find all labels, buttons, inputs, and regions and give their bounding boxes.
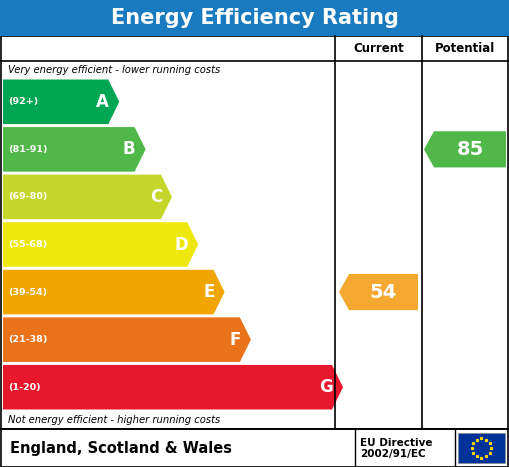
- Polygon shape: [424, 131, 506, 168]
- Text: B: B: [123, 141, 135, 158]
- Bar: [458, 433, 505, 463]
- Text: F: F: [230, 331, 241, 349]
- Bar: [1, 429, 508, 467]
- Text: D: D: [175, 235, 188, 254]
- Text: C: C: [150, 188, 162, 206]
- Text: Very energy efficient - lower running costs: Very energy efficient - lower running co…: [8, 65, 220, 75]
- Text: 54: 54: [370, 283, 397, 302]
- Text: Energy Efficiency Rating: Energy Efficiency Rating: [110, 8, 399, 28]
- Text: (55-68): (55-68): [8, 240, 47, 249]
- Text: (21-38): (21-38): [8, 335, 47, 344]
- Polygon shape: [3, 270, 224, 314]
- Text: (81-91): (81-91): [8, 145, 47, 154]
- Polygon shape: [3, 175, 172, 219]
- Text: EU Directive: EU Directive: [360, 438, 433, 448]
- Polygon shape: [3, 79, 119, 124]
- Text: (92+): (92+): [8, 97, 38, 106]
- Polygon shape: [3, 222, 198, 267]
- Text: Potential: Potential: [435, 42, 496, 55]
- Polygon shape: [3, 318, 251, 362]
- Bar: [1, 36, 508, 429]
- Text: A: A: [96, 93, 109, 111]
- Text: Current: Current: [353, 42, 404, 55]
- Text: E: E: [203, 283, 215, 301]
- Text: England, Scotland & Wales: England, Scotland & Wales: [10, 440, 232, 455]
- Text: 2002/91/EC: 2002/91/EC: [360, 449, 426, 459]
- Bar: [0, 0, 509, 36]
- Polygon shape: [3, 365, 343, 410]
- Text: Not energy efficient - higher running costs: Not energy efficient - higher running co…: [8, 415, 220, 425]
- Polygon shape: [339, 274, 418, 310]
- Polygon shape: [3, 127, 146, 172]
- Text: (69-80): (69-80): [8, 192, 47, 201]
- Text: G: G: [319, 378, 333, 396]
- Text: (39-54): (39-54): [8, 288, 47, 297]
- Text: (1-20): (1-20): [8, 383, 41, 392]
- Text: 85: 85: [457, 140, 484, 159]
